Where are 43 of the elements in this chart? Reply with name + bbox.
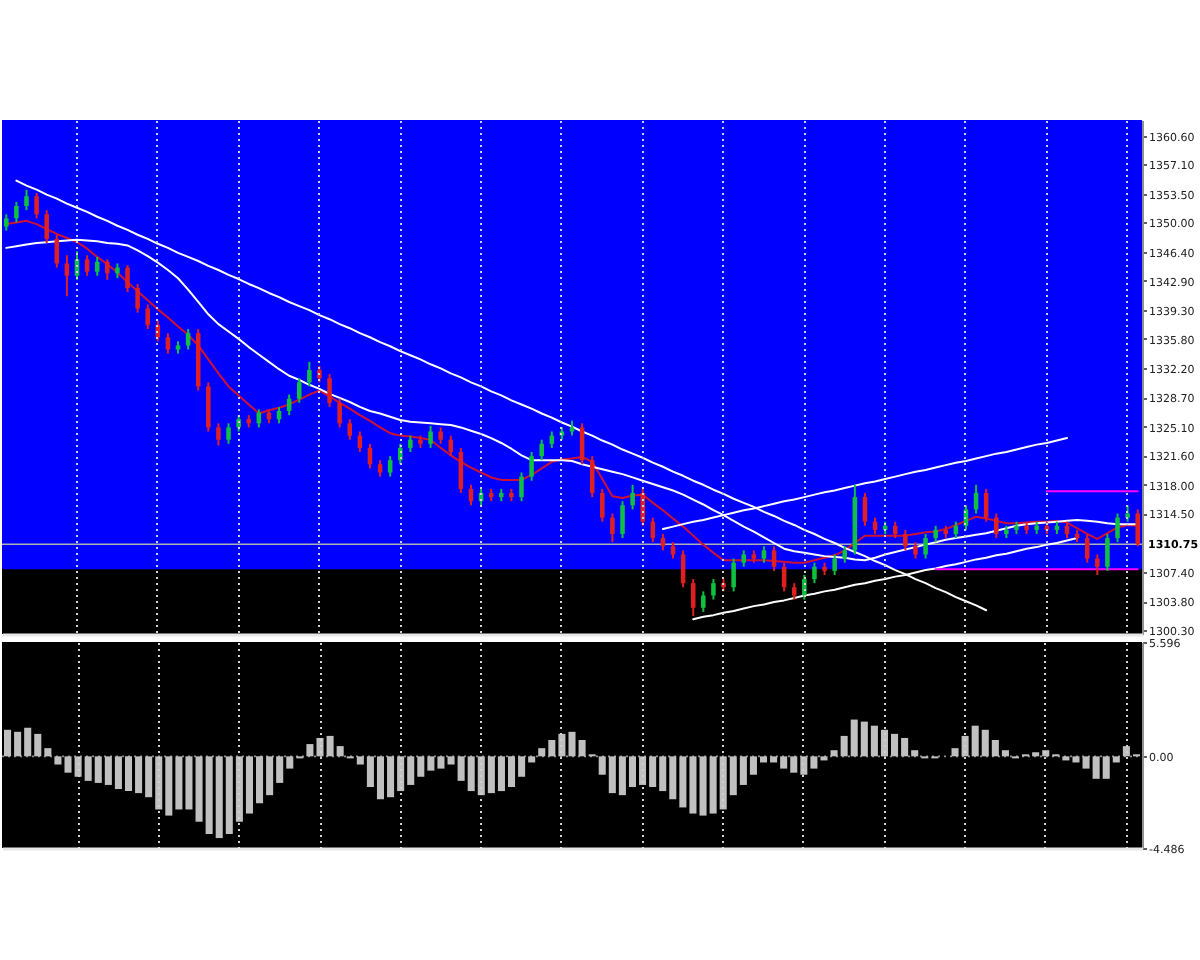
candlestick — [125, 264, 130, 294]
candlestick — [24, 188, 29, 212]
candlestick — [145, 303, 150, 331]
candlestick — [206, 381, 211, 433]
candlestick — [630, 483, 635, 511]
candlestick — [539, 438, 544, 462]
candlestick — [1095, 553, 1100, 576]
candlestick — [903, 528, 908, 552]
candlestick — [64, 254, 70, 298]
candlestick — [812, 561, 817, 585]
candlestick — [771, 545, 777, 572]
candlestick — [84, 254, 90, 277]
candlestick — [347, 418, 353, 441]
candlestick — [307, 360, 312, 388]
candlestick — [14, 200, 19, 224]
candlestick — [711, 578, 716, 601]
candlestick — [994, 512, 999, 540]
candlestick — [216, 422, 221, 447]
candlestick — [34, 191, 39, 220]
candlestick — [105, 258, 110, 281]
candlestick — [923, 532, 928, 560]
candlestick — [529, 451, 534, 482]
candlestick — [701, 590, 706, 613]
candlestick — [165, 332, 171, 355]
candlestick — [1135, 508, 1140, 548]
candlestick — [337, 397, 342, 429]
candlestick — [1105, 532, 1110, 572]
candlestick — [296, 377, 302, 404]
candlestick — [610, 512, 615, 544]
candlestick — [731, 557, 736, 593]
candlestick — [387, 455, 393, 478]
candlestick — [519, 471, 524, 503]
candlestick — [620, 500, 625, 540]
candlestick — [600, 487, 605, 523]
candlestick — [44, 209, 49, 244]
candlestick — [1115, 512, 1120, 544]
candlestick — [1084, 532, 1090, 564]
candlestick — [327, 373, 332, 408]
candlestick — [135, 282, 140, 314]
candlestick — [802, 573, 807, 601]
candlestick — [832, 553, 837, 576]
candlestick — [428, 424, 433, 449]
candlestick — [226, 422, 231, 445]
